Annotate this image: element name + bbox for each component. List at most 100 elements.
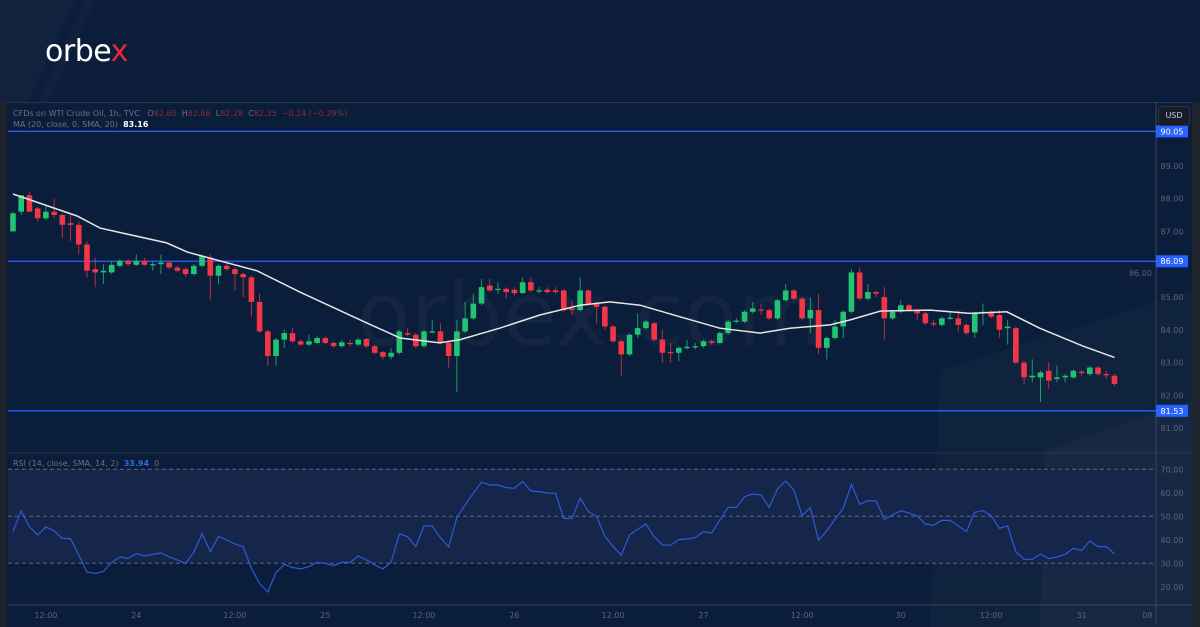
candle[interactable] bbox=[528, 277, 534, 293]
candle[interactable] bbox=[470, 293, 477, 320]
candle[interactable] bbox=[141, 257, 148, 266]
candle[interactable] bbox=[585, 288, 592, 306]
candle[interactable] bbox=[75, 221, 82, 255]
candle[interactable] bbox=[454, 319, 460, 393]
candle[interactable] bbox=[191, 264, 197, 276]
candle[interactable] bbox=[125, 259, 131, 266]
candle[interactable] bbox=[552, 287, 559, 294]
candle[interactable] bbox=[996, 310, 1003, 338]
candle[interactable] bbox=[1087, 365, 1093, 376]
candle[interactable] bbox=[1070, 369, 1077, 379]
rsi-label[interactable]: RSI (14, close, SMA, 14, 2) bbox=[13, 459, 119, 468]
candle[interactable] bbox=[18, 195, 25, 215]
candle[interactable] bbox=[26, 192, 33, 212]
candle[interactable] bbox=[651, 321, 657, 342]
candle[interactable] bbox=[766, 308, 773, 320]
candle[interactable] bbox=[774, 298, 781, 320]
candle[interactable] bbox=[799, 297, 805, 320]
candle[interactable] bbox=[462, 301, 468, 334]
candle[interactable] bbox=[618, 339, 625, 376]
candle[interactable] bbox=[634, 313, 641, 338]
candle[interactable] bbox=[1029, 359, 1036, 383]
candle[interactable] bbox=[273, 338, 279, 366]
candle[interactable] bbox=[503, 287, 509, 299]
candle[interactable] bbox=[306, 334, 312, 347]
candle[interactable] bbox=[676, 346, 682, 361]
candle[interactable] bbox=[1062, 374, 1068, 383]
candle[interactable] bbox=[92, 257, 98, 288]
candle[interactable] bbox=[758, 303, 764, 316]
candle[interactable] bbox=[396, 329, 403, 355]
candle[interactable] bbox=[371, 344, 378, 355]
candle[interactable] bbox=[1037, 370, 1044, 402]
candle[interactable] bbox=[158, 254, 164, 275]
candle[interactable] bbox=[256, 293, 263, 334]
candle[interactable] bbox=[659, 329, 666, 363]
candle[interactable] bbox=[519, 277, 526, 294]
candle[interactable] bbox=[133, 254, 140, 266]
candle[interactable] bbox=[445, 341, 452, 368]
candle[interactable] bbox=[856, 267, 863, 301]
candle[interactable] bbox=[43, 205, 49, 220]
symbol-name[interactable]: CFDs on WTI Crude Oil, 1h, TVC bbox=[13, 109, 140, 118]
candle[interactable] bbox=[207, 254, 214, 301]
candle[interactable] bbox=[873, 290, 879, 297]
candle[interactable] bbox=[100, 264, 107, 284]
candle[interactable] bbox=[478, 278, 485, 306]
candle[interactable] bbox=[955, 310, 962, 332]
candle[interactable] bbox=[643, 319, 649, 330]
candle[interactable] bbox=[988, 310, 994, 319]
ma-label[interactable]: MA (20, close, 0, SMA, 20) bbox=[13, 120, 119, 129]
candle[interactable] bbox=[380, 351, 386, 360]
candle[interactable] bbox=[265, 329, 271, 366]
candle[interactable] bbox=[889, 310, 896, 320]
candle[interactable] bbox=[733, 318, 740, 324]
candle[interactable] bbox=[939, 316, 945, 327]
candle[interactable] bbox=[840, 310, 847, 338]
candle[interactable] bbox=[610, 324, 616, 343]
candle[interactable] bbox=[215, 264, 222, 284]
candle[interactable] bbox=[750, 301, 756, 314]
candle[interactable] bbox=[922, 311, 929, 325]
candle[interactable] bbox=[34, 206, 41, 222]
candle[interactable] bbox=[980, 303, 986, 325]
candle[interactable] bbox=[971, 311, 978, 338]
candle[interactable] bbox=[1103, 370, 1110, 379]
candle[interactable] bbox=[429, 319, 436, 334]
candle[interactable] bbox=[486, 278, 493, 293]
candle[interactable] bbox=[511, 287, 518, 296]
candle[interactable] bbox=[536, 287, 542, 294]
candle[interactable] bbox=[67, 215, 74, 242]
candle[interactable] bbox=[1013, 326, 1019, 365]
candle[interactable] bbox=[339, 339, 345, 348]
candle[interactable] bbox=[182, 267, 189, 278]
candle[interactable] bbox=[289, 328, 296, 343]
candle[interactable] bbox=[930, 319, 937, 327]
candle[interactable] bbox=[281, 329, 288, 348]
candle[interactable] bbox=[84, 241, 90, 278]
candle[interactable] bbox=[963, 323, 970, 335]
candle[interactable] bbox=[314, 336, 320, 345]
candle[interactable] bbox=[692, 342, 699, 350]
candle[interactable] bbox=[10, 211, 16, 232]
candle[interactable] bbox=[388, 347, 394, 360]
candle[interactable] bbox=[577, 277, 583, 312]
candle[interactable] bbox=[1054, 365, 1060, 383]
candle[interactable] bbox=[59, 213, 66, 238]
candle[interactable] bbox=[495, 282, 501, 294]
candle[interactable] bbox=[248, 275, 255, 317]
candle[interactable] bbox=[947, 311, 953, 320]
candle[interactable] bbox=[560, 288, 567, 312]
candle[interactable] bbox=[717, 331, 723, 345]
candle[interactable] bbox=[602, 305, 608, 330]
candle[interactable] bbox=[355, 338, 362, 347]
candle[interactable] bbox=[108, 260, 115, 275]
candle[interactable] bbox=[330, 341, 337, 348]
candle[interactable] bbox=[791, 288, 797, 301]
candle[interactable] bbox=[544, 287, 551, 294]
candle[interactable] bbox=[363, 338, 370, 348]
candle[interactable] bbox=[421, 329, 427, 348]
candle[interactable] bbox=[404, 328, 411, 337]
candle[interactable] bbox=[1045, 362, 1052, 389]
